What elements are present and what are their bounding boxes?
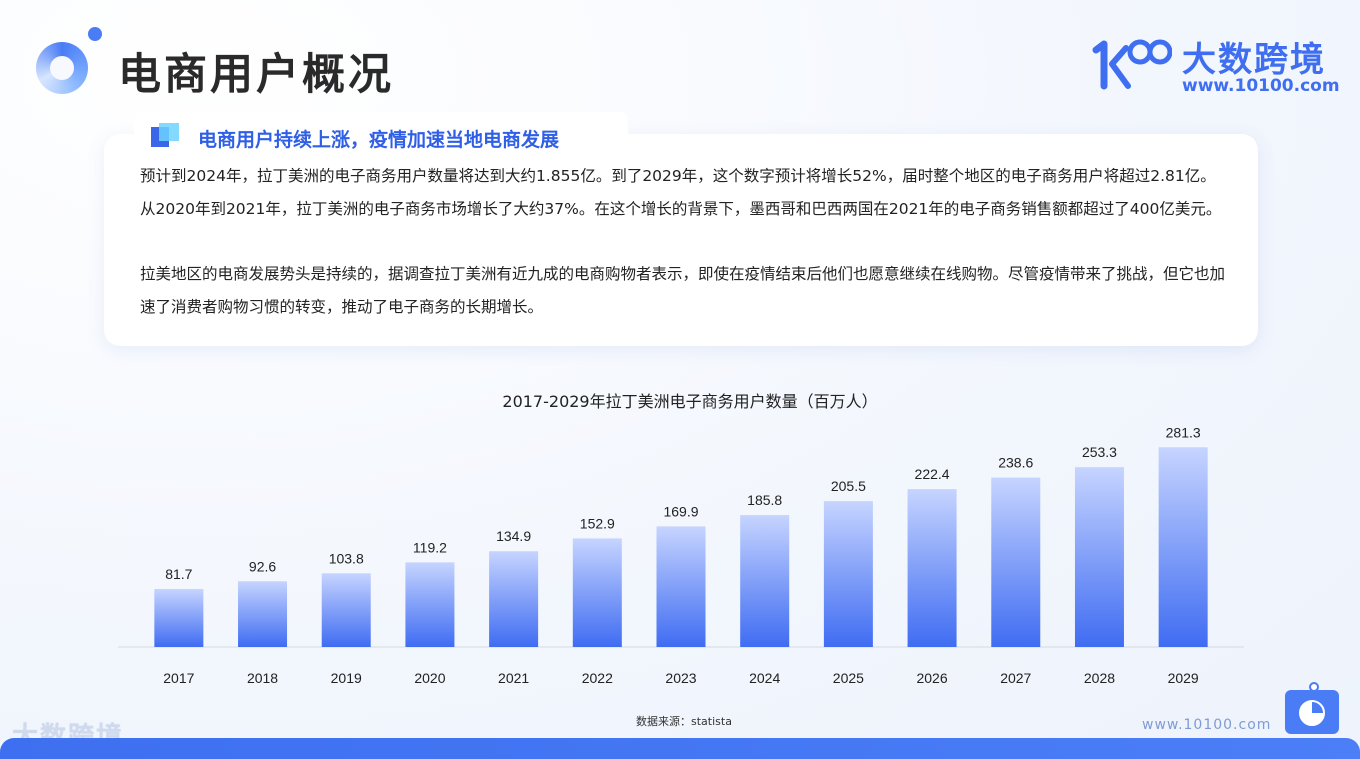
brand-logo-icon — [1092, 39, 1172, 90]
brand-url[interactable]: www.10100.com — [1182, 76, 1340, 96]
bar-2022 — [572, 538, 622, 647]
bar-2024 — [740, 515, 790, 647]
data-label-2020: 119.2 — [413, 539, 447, 555]
bar-2019 — [321, 573, 371, 647]
data-label-2019: 103.8 — [329, 550, 364, 566]
x-tick-2020: 2020 — [414, 670, 445, 686]
data-label-2026: 222.4 — [915, 466, 950, 482]
brand-logo[interactable]: 大数跨境 www.10100.com — [1090, 30, 1340, 100]
brand-name: 大数跨境 — [1182, 40, 1326, 80]
data-label-2021: 134.9 — [496, 528, 531, 544]
x-tick-2017: 2017 — [163, 670, 194, 686]
chart-title: 2017-2029年拉丁美洲电子商务用户数量（百万人） — [502, 392, 878, 411]
bar-2028 — [1074, 467, 1124, 647]
card-paragraph-1: 预计到2024年，拉丁美洲的电子商务用户数量将达到大约1.855亿。到了2029… — [140, 167, 1222, 218]
x-tick-2026: 2026 — [916, 670, 947, 686]
footer-url[interactable]: www.10100.com — [1142, 717, 1272, 733]
data-label-2024: 185.8 — [747, 492, 782, 508]
x-tick-2024: 2024 — [749, 670, 780, 686]
x-tick-2019: 2019 — [331, 670, 362, 686]
x-tick-2025: 2025 — [833, 670, 864, 686]
data-label-2023: 169.9 — [663, 503, 698, 519]
bar-2018 — [238, 581, 288, 647]
bar-chart: 81.7 2017 92.6 2018 103.8 2019 119.2 2020 134.9 2… — [118, 424, 1244, 686]
bar-2023 — [656, 526, 706, 647]
subtitle-tab — [134, 112, 628, 156]
card-subtitle: 电商用户持续上涨，疫情加速当地电商发展 — [198, 129, 560, 151]
data-label-2017: 81.7 — [165, 566, 192, 582]
card-paragraph-2: 拉美地区的电商发展势头是持续的，据调查拉丁美洲有近九成的电商购物者表示，即使在疫… — [140, 265, 1226, 316]
x-tick-2018: 2018 — [247, 670, 278, 686]
bar-2026 — [907, 489, 957, 647]
data-label-2018: 92.6 — [249, 558, 276, 574]
page-title: 电商用户概况 — [118, 50, 394, 100]
x-tick-2021: 2021 — [498, 670, 529, 686]
x-tick-2028: 2028 — [1084, 670, 1115, 686]
data-source: 数据来源：statista — [636, 715, 732, 728]
chart-pie-icon — [1285, 682, 1339, 734]
data-label-2022: 152.9 — [580, 515, 615, 531]
bar-2025 — [823, 501, 873, 647]
data-label-2028: 253.3 — [1082, 444, 1117, 460]
footer-bar — [0, 738, 1360, 759]
bar-2027 — [991, 477, 1041, 647]
x-tick-2022: 2022 — [582, 670, 613, 686]
data-label-2029: 281.3 — [1166, 424, 1201, 440]
bar-2021 — [489, 551, 539, 647]
summary-card — [104, 134, 1258, 346]
subtitle-square-icon — [151, 123, 179, 149]
bar-2029 — [1158, 447, 1208, 647]
logo-dot-icon — [88, 27, 102, 41]
data-label-2027: 238.6 — [998, 455, 1033, 471]
x-tick-2027: 2027 — [1000, 670, 1031, 686]
data-label-2025: 205.5 — [831, 478, 866, 494]
x-tick-2023: 2023 — [665, 670, 696, 686]
logo-ring-icon — [36, 42, 88, 94]
bar-2017 — [154, 588, 204, 647]
bar-2020 — [405, 562, 455, 647]
x-tick-2029: 2029 — [1168, 670, 1199, 686]
